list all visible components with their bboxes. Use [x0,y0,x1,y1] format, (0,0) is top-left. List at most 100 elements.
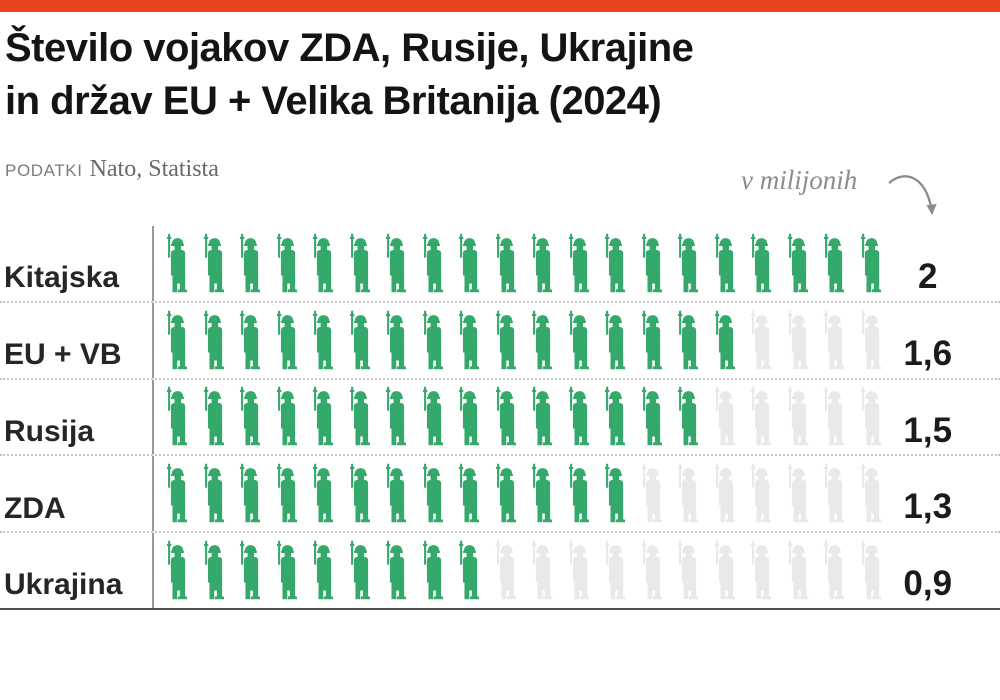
soldier-icon [676,232,699,294]
soldier-icon [530,309,553,371]
soldier-icon [786,232,809,294]
soldier-icon [786,385,809,447]
source-value: Nato, Statista [89,156,219,182]
soldier-icon [859,385,882,447]
soldier-icon [749,385,772,447]
soldier-icon [421,232,444,294]
soldier-icon [567,462,590,524]
row-icons [152,533,882,608]
soldier-icon [713,232,736,294]
row-value: 1,6 [903,333,953,373]
soldier-icon [713,462,736,524]
soldier-icon [859,539,882,601]
chart-row-ukrajina: Ukrajina 0,9 [0,533,1000,610]
soldier-icon [238,385,261,447]
chart-title-line-2: in držav EU + Velika Britanija (2024) [5,79,662,123]
soldier-icon [859,462,882,524]
soldier-icon [348,462,371,524]
soldier-icon [421,462,444,524]
soldier-icon [859,309,882,371]
soldier-icon [457,232,480,294]
soldier-icon [311,232,334,294]
soldier-icon [786,309,809,371]
soldier-icon [713,539,736,601]
soldier-icon [822,539,845,601]
chart-row-zda: ZDA 1,3 [0,456,1000,534]
soldier-icon [713,309,736,371]
soldier-icon [859,232,882,294]
soldier-icon [603,385,626,447]
soldier-icon [275,309,298,371]
chart-row-eu-vb: EU + VB 1,6 [0,302,1000,380]
soldier-icon [530,232,553,294]
soldier-icon [311,539,334,601]
soldier-icon [384,309,407,371]
soldier-icon [238,462,261,524]
soldier-icon [567,309,590,371]
soldier-icon [165,539,188,601]
row-label: Rusija [4,414,95,448]
soldier-icon [165,309,188,371]
soldier-icon [676,539,699,601]
soldier-icon [749,232,772,294]
soldier-icon [275,385,298,447]
curved-arrow-icon [888,175,937,216]
soldier-icon [749,539,772,601]
soldier-icon [202,462,225,524]
soldier-icon [640,462,663,524]
soldier-icon [494,385,517,447]
soldier-icon [457,385,480,447]
soldier-icon [421,385,444,447]
soldier-icon [530,462,553,524]
soldier-icon [238,309,261,371]
soldier-icon [676,309,699,371]
soldier-icon [421,539,444,601]
soldier-icon [348,385,371,447]
soldier-icon [749,309,772,371]
soldier-icon [530,385,553,447]
soldier-icon [202,232,225,294]
row-value: 2 [918,257,938,297]
soldier-icon [494,539,517,601]
soldier-icon [494,309,517,371]
soldier-icon [713,385,736,447]
soldier-icon [275,462,298,524]
soldier-icon [786,539,809,601]
soldier-icon [311,309,334,371]
soldier-icon [202,385,225,447]
soldier-icon [311,462,334,524]
soldier-icon [603,539,626,601]
row-label: EU + VB [4,338,122,372]
soldier-icon [567,539,590,601]
accent-bar [0,0,1000,12]
soldier-icon [457,309,480,371]
row-icons [152,226,882,301]
soldier-icon [567,385,590,447]
soldier-icon [165,462,188,524]
soldier-icon [676,462,699,524]
soldier-icon [603,309,626,371]
soldier-icon [530,539,553,601]
soldier-icon [822,232,845,294]
soldier-icon [640,385,663,447]
soldier-icon [457,462,480,524]
soldier-icon [494,232,517,294]
chart-row-kitajska: Kitajska 2 [0,226,1000,303]
source-line: PODATKI Nato, Statista [5,156,219,183]
pictogram-chart: Kitajska 2 EU + VB 1,6 Rusija 1,5 ZDA 1,3 Ukraji… [0,226,1000,610]
soldier-icon [603,462,626,524]
soldier-icon [348,539,371,601]
soldier-icon [822,462,845,524]
soldier-icon [822,309,845,371]
soldier-icon [640,232,663,294]
row-label: Kitajska [4,261,120,295]
row-label: Ukrajina [4,568,123,602]
soldier-icon [202,539,225,601]
chart-title-line-1: Število vojakov ZDA, Rusije, Ukrajine [5,26,694,70]
soldier-icon [384,462,407,524]
soldier-icon [749,462,772,524]
soldier-icon [384,539,407,601]
soldier-icon [457,539,480,601]
soldier-icon [384,232,407,294]
